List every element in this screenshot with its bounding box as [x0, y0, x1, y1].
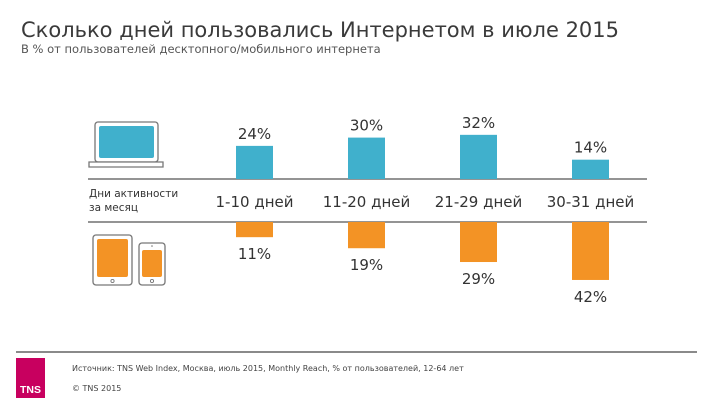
mobile-value-label: 42% [574, 288, 607, 306]
category-label: 11-20 дней [323, 193, 411, 211]
logo-text: TNS [20, 384, 41, 396]
tns-logo: TNS [16, 358, 45, 398]
desktop-value-label: 14% [574, 139, 607, 157]
mobile-bar [236, 222, 273, 238]
desktop-bar [236, 145, 273, 179]
row-label-line2: за месяц [89, 202, 138, 214]
desktop-bar [348, 137, 385, 179]
mobile-bar [572, 222, 609, 280]
chart-subtitle: В % от пользователей десктопного/мобильн… [21, 42, 381, 56]
category-label: 30-31 дней [547, 193, 635, 211]
desktop-value-label: 30% [350, 117, 383, 135]
chart-title: Сколько дней пользовались Интернетом в и… [21, 18, 620, 42]
chart: Дни активности за месяц 1-10 дней 11-20 д… [88, 114, 647, 306]
mobile-bar [348, 222, 385, 249]
tablet-phone-icon [92, 234, 166, 286]
footer-divider [16, 351, 697, 353]
category-label: 21-29 дней [435, 193, 523, 211]
category-label: 1-10 дней [216, 193, 294, 211]
mobile-bar [460, 222, 497, 263]
row-label-line1: Дни активности [89, 188, 178, 200]
mobile-value-label: 19% [350, 256, 383, 274]
laptop-icon [88, 121, 164, 168]
desktop-bar [572, 159, 609, 179]
source-note: Источник: TNS Web Index, Москва, июль 20… [72, 364, 464, 373]
copyright-note: © TNS 2015 [72, 384, 122, 393]
desktop-value-label: 32% [462, 114, 495, 132]
desktop-value-label: 24% [238, 125, 271, 143]
desktop-bar [460, 134, 497, 179]
mobile-value-label: 11% [238, 245, 271, 263]
mobile-value-label: 29% [462, 270, 495, 288]
